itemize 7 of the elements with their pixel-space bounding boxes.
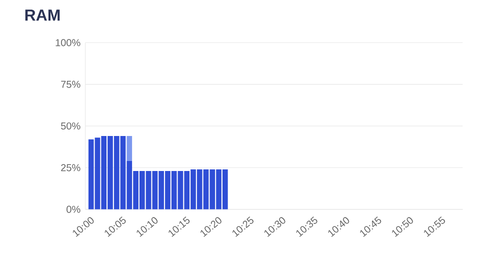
y-tick-label: 25% [61, 164, 80, 172]
y-tick-label: 0% [66, 206, 80, 213]
chart-title: RAM [25, 10, 60, 21]
bar [126, 136, 132, 161]
y-tick-label: 50% [61, 122, 80, 130]
y-tick-label: 100% [56, 39, 80, 46]
y-tick-label: 75% [61, 80, 80, 88]
